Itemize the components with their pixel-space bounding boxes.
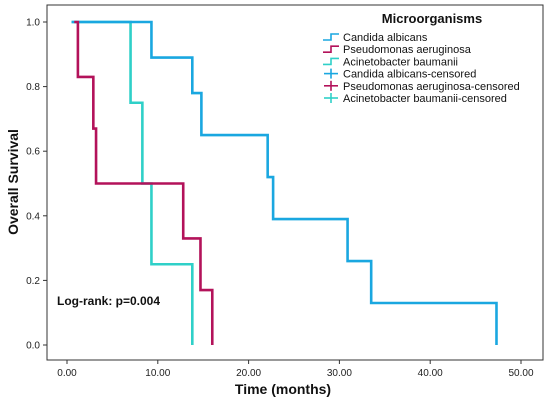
log-rank-annotation: Log-rank: p=0.004 [57, 294, 160, 308]
x-tick-label: 0.00 [57, 368, 77, 379]
x-tick-label: 50.00 [508, 368, 533, 379]
legend-label: Acinetobacter baumanii-censored [343, 93, 507, 105]
legend-label: Candida albicans [343, 32, 428, 44]
x-axis-ticks: 0.00 10.00 20.00 30.00 40.00 50.00 [57, 360, 534, 379]
y-tick-label: 0.4 [26, 211, 40, 222]
legend-swatch-line [323, 57, 339, 66]
curve-candida-albicans [71, 20, 498, 345]
legend-item: Pseudomonas aeruginosa-censored [324, 80, 520, 93]
legend: Microorganisms Candida albicansPseudomon… [323, 11, 520, 105]
legend-item: Acinetobacter baumanii [323, 56, 458, 68]
y-tick-label: 0.0 [26, 341, 40, 352]
series-layer [71, 20, 498, 345]
x-tick-label: 40.00 [418, 368, 443, 379]
y-tick-label: 0.6 [26, 147, 40, 158]
y-tick-label: 0.2 [26, 276, 40, 287]
legend-label: Pseudomonas aeruginosa [343, 44, 472, 56]
legend-item: Pseudomonas aeruginosa [323, 44, 472, 56]
y-tick-label: 0.8 [26, 82, 40, 93]
x-tick-label: 10.00 [145, 368, 170, 379]
plot-frame [46, 4, 544, 361]
legend-label: Acinetobacter baumanii [343, 56, 458, 68]
y-axis-title: Overall Survival [5, 129, 21, 235]
curve-pseudomonas-aeruginosa [74, 20, 214, 345]
x-tick-label: 20.00 [236, 368, 261, 379]
legend-item: Candida albicans-censored [324, 68, 476, 81]
legend-label: Pseudomonas aeruginosa-censored [343, 81, 520, 93]
x-axis-title: Time (months) [235, 381, 331, 397]
legend-item: Candida albicans [323, 32, 428, 44]
y-axis-ticks: 0.0 0.2 0.4 0.6 0.8 1.0 [26, 18, 47, 352]
legend-swatch-line [323, 33, 339, 41]
x-tick-label: 30.00 [327, 368, 352, 379]
legend-swatch-line [323, 45, 339, 53]
legend-label: Candida albicans-censored [343, 69, 476, 81]
y-tick-label: 1.0 [26, 18, 40, 29]
legend-title: Microorganisms [382, 11, 482, 26]
legend-item: Acinetobacter baumanii-censored [324, 93, 507, 105]
